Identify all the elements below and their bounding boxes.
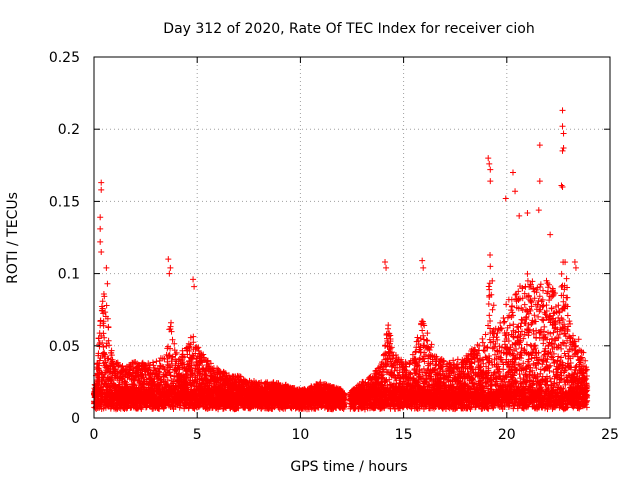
data-point <box>167 345 174 352</box>
data-point <box>166 369 173 376</box>
data-point <box>157 362 164 369</box>
data-points <box>91 107 591 413</box>
data-point <box>385 322 392 329</box>
data-point <box>106 342 113 349</box>
data-point <box>168 328 175 335</box>
data-point <box>204 357 211 364</box>
data-point <box>100 322 107 329</box>
data-point <box>150 362 157 369</box>
data-point <box>101 351 108 358</box>
data-point <box>172 351 179 358</box>
data-point <box>196 362 203 369</box>
data-point <box>99 298 106 305</box>
data-point <box>105 323 112 330</box>
data-point <box>139 370 146 377</box>
data-point <box>173 349 180 356</box>
data-point <box>190 339 197 346</box>
data-point <box>169 354 176 361</box>
data-point <box>153 358 160 365</box>
data-point <box>108 352 115 359</box>
data-point <box>103 302 110 309</box>
data-point <box>168 319 175 326</box>
data-point <box>199 365 206 372</box>
data-point <box>199 359 206 366</box>
data-point <box>190 333 197 340</box>
data-point <box>169 336 176 343</box>
data-point <box>95 350 102 357</box>
data-point <box>167 364 174 371</box>
data-point <box>171 340 178 347</box>
data-point <box>164 376 171 383</box>
data-point <box>186 347 193 354</box>
data-point <box>104 315 111 322</box>
data-point <box>131 376 138 383</box>
data-point <box>167 372 174 379</box>
data-point <box>100 374 107 381</box>
data-point <box>100 343 107 350</box>
data-point <box>144 369 151 376</box>
data-point <box>155 368 162 375</box>
data-point <box>102 309 109 316</box>
